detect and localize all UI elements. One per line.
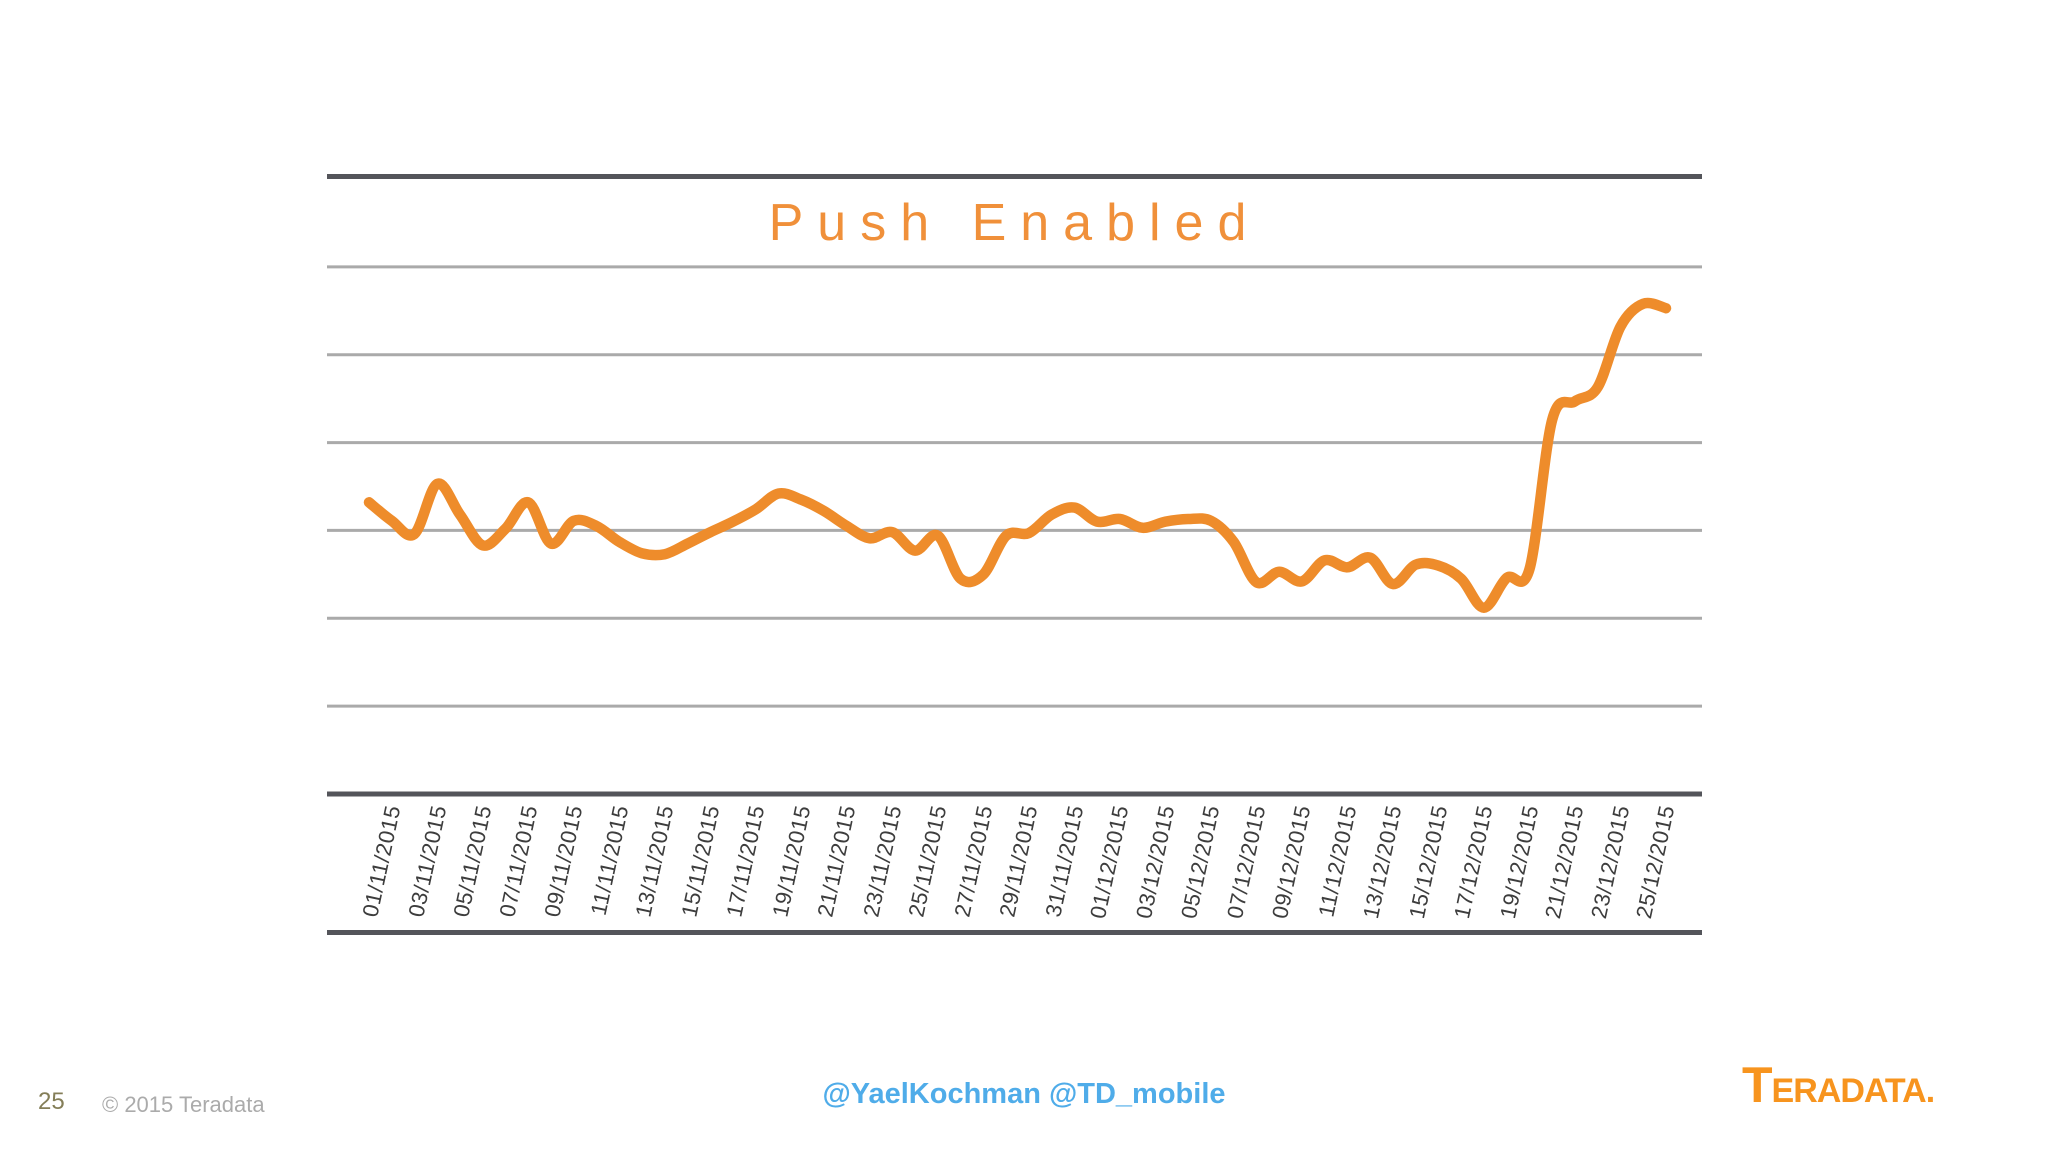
teradata-logo-initial: T [1742, 1057, 1773, 1113]
teradata-logo-dot: . [1925, 1072, 1936, 1110]
line-chart-canvas [327, 265, 1702, 797]
push-enabled-chart: Push Enabled 01/11/2015 03/11/2015 05/11/2… [327, 174, 1702, 935]
copyright-text: © 2015 Teradata [102, 1092, 265, 1117]
twitter-handles: @YaelKochman @TD_mobile [822, 1078, 1226, 1110]
push-enabled-series-line [363, 297, 1672, 613]
page-number: 25 [38, 1088, 65, 1115]
teradata-logo: TERADATA. [1742, 1060, 1935, 1110]
teradata-logo-wordmark: ERADATA [1771, 1072, 1927, 1110]
chart-title: Push Enabled [768, 194, 1261, 252]
